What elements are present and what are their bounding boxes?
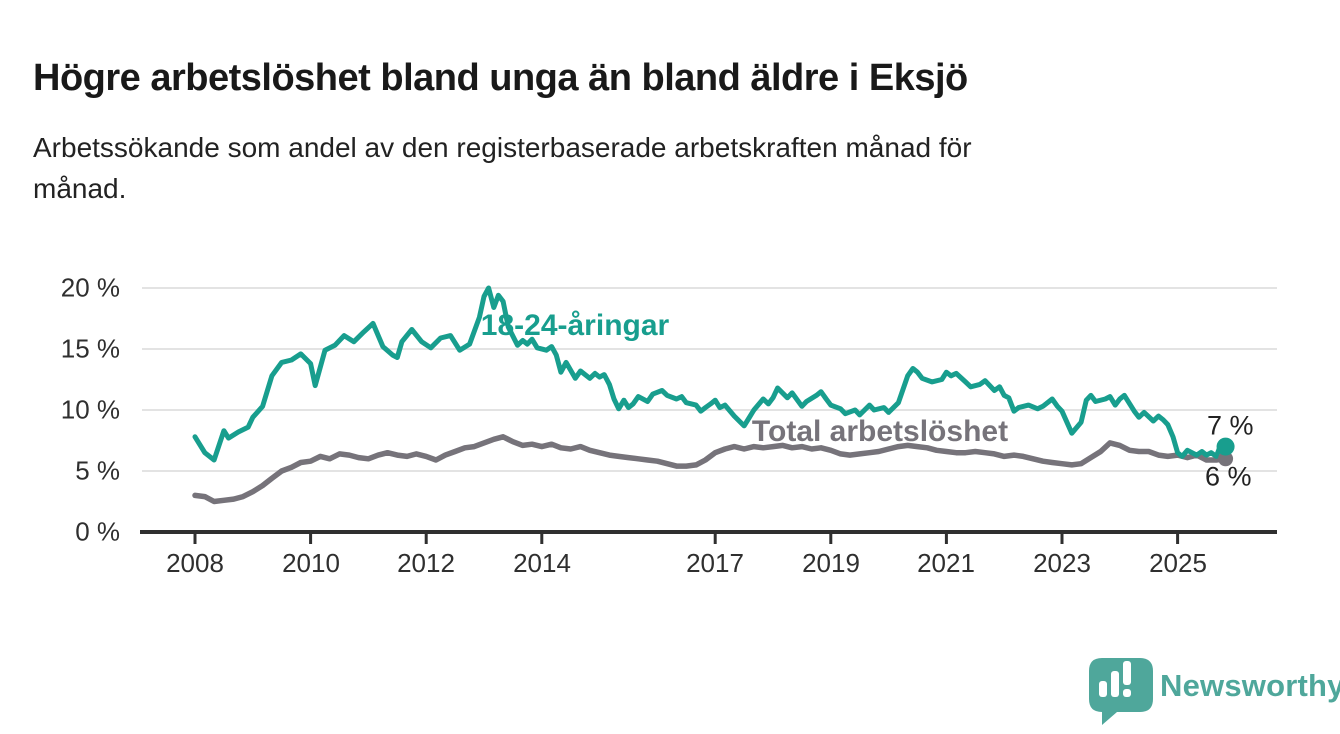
series-line-total: [192, 434, 1229, 505]
y-axis-label: 10 %: [60, 394, 120, 425]
x-axis-label: 2021: [917, 548, 975, 578]
x-axis-label: 2010: [282, 548, 340, 578]
x-axis-label: 2017: [686, 548, 744, 578]
series-line-youth: [192, 285, 1229, 463]
series-end-dot-total: [1218, 451, 1234, 467]
newsworthy-logo-text: Newsworthy: [1160, 668, 1340, 703]
end-value-label-total: 6 %: [1205, 461, 1252, 492]
newsworthy-logo: Newsworthy: [1086, 655, 1340, 725]
page-title: Högre arbetslöshet bland unga än bland ä…: [33, 57, 968, 100]
x-axis-label: 2008: [166, 548, 224, 578]
series-label-total: Total arbetslöshet: [751, 415, 1009, 448]
x-axis-label: 2025: [1149, 548, 1207, 578]
page-subtitle: Arbetssökande som andel av den registerb…: [33, 127, 1273, 210]
series-label-youth: 18-24-åringar: [480, 309, 670, 342]
x-axis-label: 2023: [1033, 548, 1091, 578]
subtitle-line: månad.: [33, 173, 127, 205]
y-axis-label: 15 %: [60, 333, 120, 364]
y-axis-label: 5 %: [75, 455, 120, 486]
y-axis-label: 20 %: [60, 272, 120, 303]
y-axis-label: 0 %: [75, 516, 120, 547]
speech-bubble-chart-icon: [1089, 658, 1153, 725]
subtitle-line: Arbetssökande som andel av den registerb…: [33, 132, 972, 163]
x-axis-label: 2019: [802, 548, 860, 578]
series-end-dot-youth: [1216, 437, 1235, 456]
x-axis-label: 2014: [513, 548, 571, 578]
x-axis-label: 2012: [397, 548, 455, 578]
end-value-label-youth: 7 %: [1207, 410, 1254, 441]
